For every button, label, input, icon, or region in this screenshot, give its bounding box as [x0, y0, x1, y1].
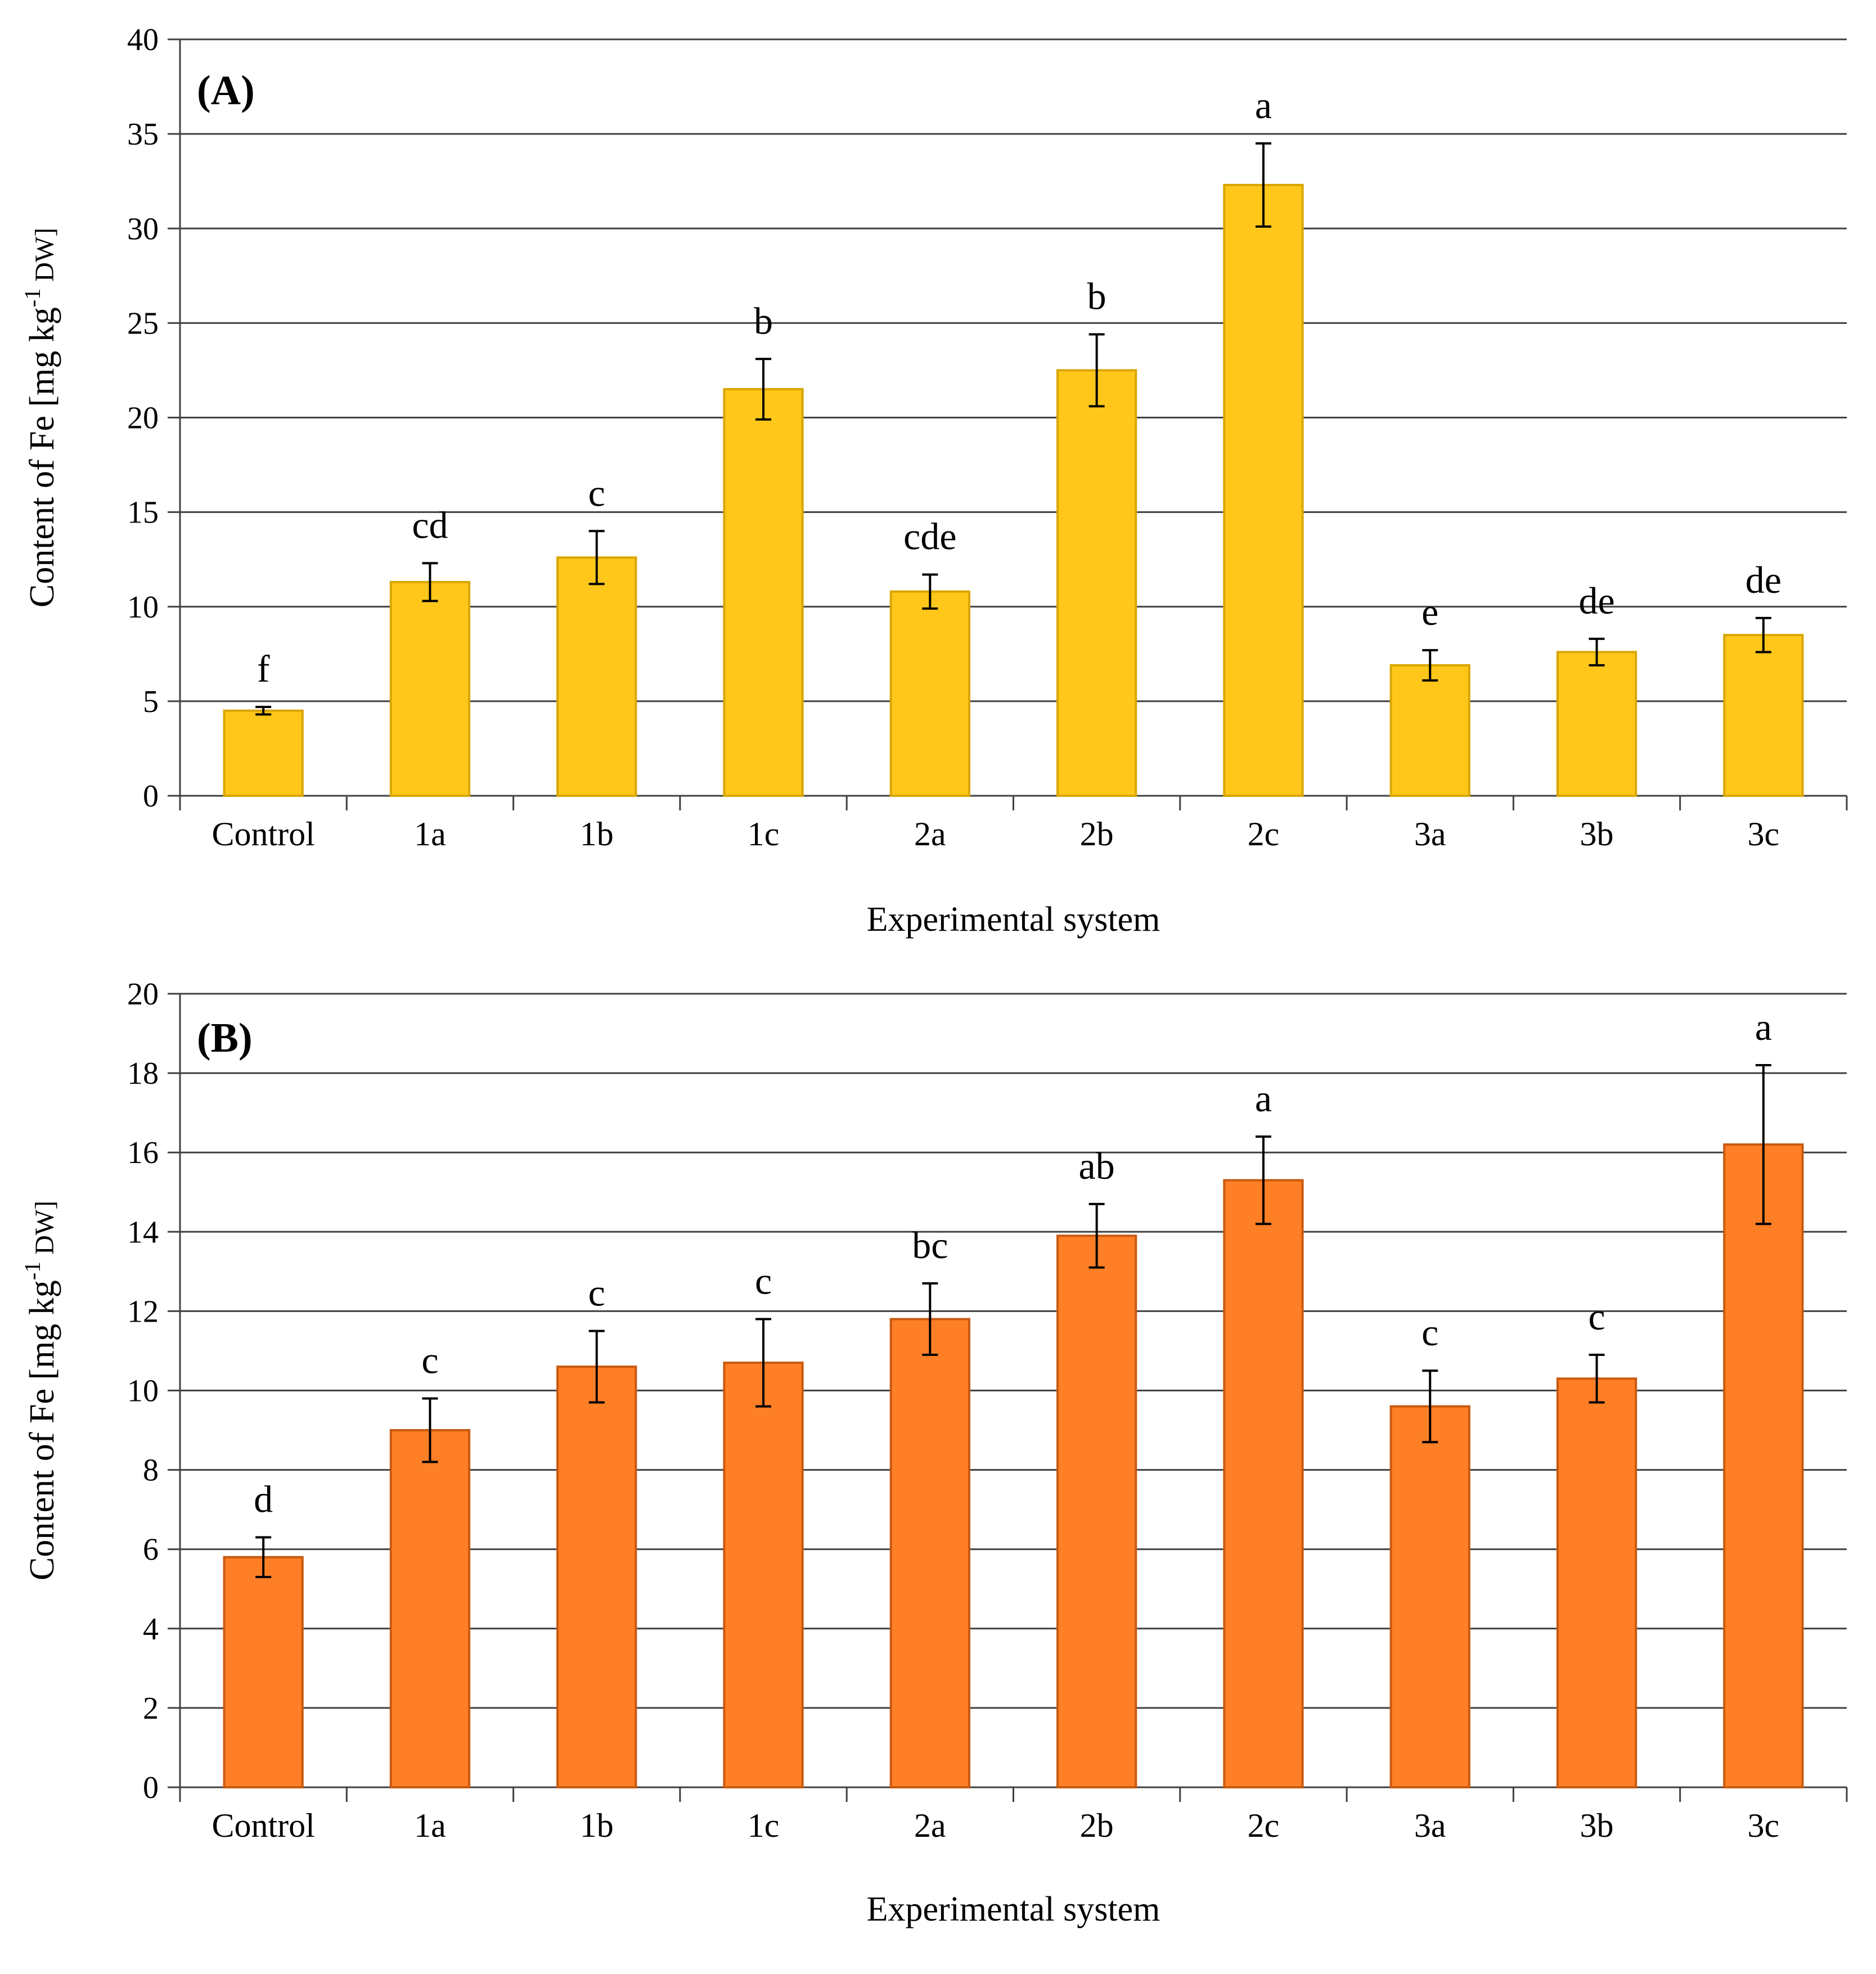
y-tick-label: 5 [143, 684, 159, 719]
panel-a: 0 5 10 15 20 25 30 35 40 f Control cd 1a c 1b b 1c cde 2a b… [20, 22, 1848, 939]
y-axis-title: Content of Fe [mg kg-1 DW] [20, 1201, 61, 1580]
y-tick-label: 8 [143, 1453, 159, 1488]
category-label: 1a [414, 1807, 446, 1844]
category-label: 2a [914, 1807, 946, 1844]
significance-label: cde [903, 515, 956, 558]
category-label: 1b [580, 815, 614, 853]
y-tick-label: 0 [143, 779, 159, 814]
y-axis-title-sup: -1 [20, 1261, 45, 1280]
bar [1556, 1377, 1637, 1788]
y-tick-label: 4 [143, 1612, 159, 1647]
bar [1056, 369, 1137, 797]
category-label: 2b [1080, 815, 1114, 853]
category-label: Control [212, 1807, 314, 1844]
category-label: 2a [914, 815, 946, 853]
panel-label: (B) [197, 1015, 253, 1061]
category-label: 3b [1580, 1807, 1614, 1844]
x-axis-title: Experimental system [867, 1890, 1160, 1928]
bar [556, 556, 637, 797]
panel-b: 0 2 4 6 8 10 12 14 16 18 20 d Control c 1a c 1b c 1c bc 2a ab… [20, 977, 1848, 1928]
y-axis-title-main: Content of Fe [mg kg [23, 307, 61, 607]
y-axis-title-sup: -1 [20, 289, 45, 307]
category-label: 1b [580, 1807, 614, 1844]
category-label: 2c [1248, 815, 1280, 853]
y-axis-title-sub: DW] [30, 1201, 60, 1261]
bar [223, 1556, 304, 1789]
category-label: 1c [748, 1807, 780, 1844]
y-axis-title-main: Content of Fe [mg kg [23, 1280, 61, 1580]
significance-label: c [588, 1272, 605, 1314]
y-tick-label: 35 [127, 117, 159, 152]
category-label: 2c [1248, 1807, 1280, 1844]
y-tick-label: 40 [127, 22, 159, 57]
bar [889, 590, 970, 797]
category-label: 1a [414, 815, 446, 853]
panel-label: (A) [197, 67, 255, 114]
bar [556, 1365, 637, 1788]
significance-label: d [254, 1478, 273, 1521]
bar [1723, 634, 1804, 797]
bar [389, 1429, 471, 1789]
bar [723, 388, 804, 797]
significance-label: c [1421, 1311, 1438, 1354]
bar [389, 581, 471, 797]
bar [1723, 1143, 1804, 1788]
significance-label: c [421, 1339, 438, 1382]
significance-label: f [257, 647, 270, 690]
bar [723, 1362, 804, 1788]
bar [1389, 1405, 1470, 1788]
bar [1223, 183, 1304, 797]
significance-label: cd [412, 503, 448, 546]
y-tick-label: 0 [143, 1770, 159, 1805]
category-label: Control [212, 815, 314, 853]
category-label: 3a [1414, 815, 1446, 853]
category-label: 3a [1414, 1807, 1446, 1844]
significance-label: c [1588, 1295, 1605, 1338]
significance-label: de [1578, 579, 1614, 622]
significance-label: ab [1079, 1144, 1115, 1187]
significance-label: a [1755, 1006, 1772, 1048]
significance-label: a [1255, 84, 1272, 127]
y-tick-label: 16 [127, 1135, 159, 1170]
y-tick-label: 25 [127, 306, 159, 341]
significance-label: b [754, 299, 773, 342]
y-tick-label: 18 [127, 1056, 159, 1091]
x-axis-title: Experimental system [867, 900, 1160, 939]
category-label: 3c [1748, 815, 1780, 853]
bar [1056, 1234, 1137, 1788]
bar [1389, 664, 1470, 797]
bar [1556, 651, 1637, 797]
category-label: 3c [1748, 1807, 1780, 1844]
y-tick-label: 20 [127, 977, 159, 1012]
significance-label: bc [912, 1224, 948, 1267]
category-label: 3b [1580, 815, 1614, 853]
bar [889, 1318, 970, 1788]
category-label: 2b [1080, 1807, 1114, 1844]
y-tick-label: 12 [127, 1294, 159, 1329]
y-tick-label: 20 [127, 401, 159, 436]
significance-label: a [1255, 1077, 1272, 1120]
y-tick-label: 30 [127, 211, 159, 246]
y-tick-label: 10 [127, 590, 159, 625]
y-tick-label: 15 [127, 495, 159, 530]
y-tick-label: 10 [127, 1374, 159, 1409]
y-tick-label: 2 [143, 1691, 159, 1726]
significance-label: e [1421, 591, 1438, 633]
significance-label: de [1745, 558, 1781, 601]
y-axis-title: Content of Fe [mg kg-1 DW] [20, 228, 61, 607]
significance-label: b [1087, 275, 1106, 318]
significance-label: c [588, 471, 605, 514]
significance-label: c [755, 1260, 772, 1303]
y-axis-title-sub: DW] [30, 228, 60, 289]
bar [223, 709, 304, 797]
y-tick-label: 14 [127, 1215, 159, 1250]
bar [1223, 1179, 1304, 1788]
category-label: 1c [748, 815, 780, 853]
y-tick-label: 6 [143, 1533, 159, 1567]
